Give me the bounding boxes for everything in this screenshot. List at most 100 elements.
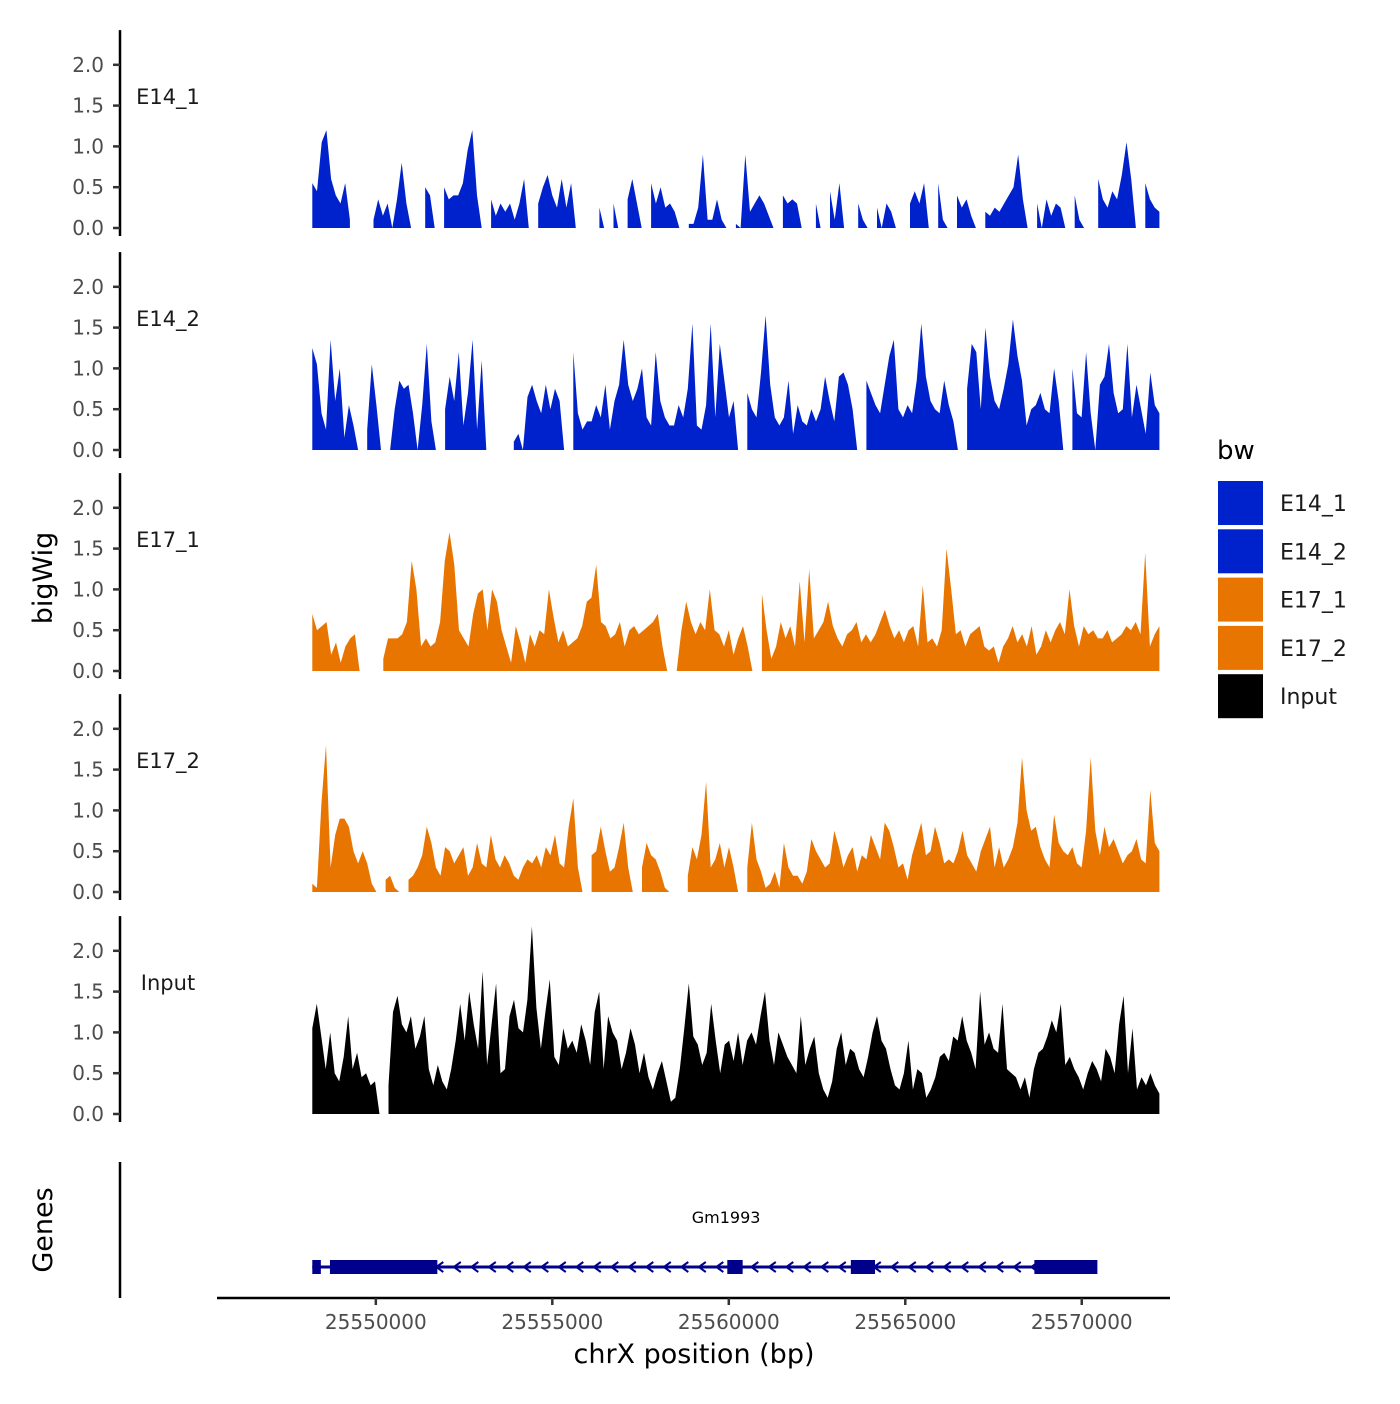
strand-arrow bbox=[924, 1261, 934, 1273]
x-axis-title: chrX position (bp) bbox=[573, 1339, 814, 1370]
strand-arrow bbox=[767, 1261, 777, 1273]
exon bbox=[1035, 1260, 1096, 1274]
signal-area bbox=[957, 195, 976, 228]
signal-area bbox=[388, 926, 1160, 1114]
legend-label: E17_2 bbox=[1280, 637, 1347, 662]
signal-area bbox=[1074, 195, 1085, 228]
y-axis-title: bigWig bbox=[28, 532, 59, 625]
signal-area bbox=[573, 323, 739, 450]
track-label: Input bbox=[141, 971, 195, 995]
x-tick-label: 25570000 bbox=[1031, 1310, 1133, 1334]
signal-area bbox=[1072, 343, 1160, 450]
signal-area bbox=[627, 179, 642, 228]
y-tick-label: 1.0 bbox=[72, 1020, 104, 1044]
y-tick-label: 0.0 bbox=[72, 216, 104, 240]
track-label: E17_1 bbox=[136, 528, 200, 553]
signal-area bbox=[513, 384, 565, 450]
y-tick-label: 1.5 bbox=[72, 316, 104, 340]
signal-area bbox=[642, 843, 670, 892]
track-label: E14_1 bbox=[136, 85, 200, 110]
signal-area bbox=[747, 757, 1160, 892]
legend-key-Input bbox=[1218, 674, 1263, 719]
signal-area bbox=[445, 339, 487, 450]
y-tick-label: 0.5 bbox=[72, 839, 104, 863]
strand-arrow bbox=[557, 1261, 567, 1273]
signal-area bbox=[761, 548, 1160, 671]
y-tick-label: 0.0 bbox=[72, 880, 104, 904]
legend-key-E14_2 bbox=[1218, 529, 1263, 574]
signal-area bbox=[385, 875, 400, 892]
legend: bw E14_1 E14_2 E17_1 E17_2 Input bbox=[1217, 436, 1347, 719]
strand-arrow bbox=[539, 1261, 549, 1273]
exon bbox=[850, 1260, 854, 1274]
signal-area bbox=[383, 532, 668, 671]
signal-area bbox=[390, 343, 436, 450]
strand-arrow bbox=[679, 1261, 689, 1273]
y-tick-label: 1.5 bbox=[72, 980, 104, 1004]
legend-label: E14_2 bbox=[1280, 540, 1347, 565]
y-tick-label: 0.5 bbox=[72, 175, 104, 199]
exon bbox=[728, 1260, 742, 1274]
track-Input: 0.0 0.5 1.0 1.5 2.0 Input bbox=[72, 916, 1160, 1126]
legend-label: E14_1 bbox=[1280, 492, 1347, 517]
signal-area bbox=[1098, 142, 1136, 228]
strand-arrow bbox=[452, 1261, 462, 1273]
signal-area bbox=[1145, 183, 1160, 228]
x-tick-label: 25565000 bbox=[854, 1310, 956, 1334]
exon bbox=[739, 1260, 743, 1274]
signal-area bbox=[815, 203, 821, 228]
strand-arrow bbox=[714, 1261, 724, 1273]
signal-area bbox=[747, 315, 858, 450]
signal-area bbox=[967, 319, 1064, 450]
strand-arrow bbox=[522, 1261, 532, 1273]
y-tick-label: 0.0 bbox=[72, 438, 104, 462]
gene-name-label: Gm1993 bbox=[692, 1208, 761, 1227]
strand-arrow bbox=[959, 1261, 969, 1273]
signal-area bbox=[312, 1003, 380, 1114]
strand-arrow bbox=[574, 1261, 584, 1273]
gene-models: Gm1993 bbox=[312, 1208, 1098, 1274]
track-E17_2: 0.0 0.5 1.0 1.5 2.0 E17_2 bbox=[72, 694, 1160, 904]
strand-arrow bbox=[504, 1261, 514, 1273]
y-tick-label: 2.0 bbox=[72, 496, 104, 520]
y-tick-label: 1.5 bbox=[72, 537, 104, 561]
bigwig-tracks: 0.0 0.5 1.0 1.5 2.0 E14_1 0.0 0.5 1.0 1.5 2.0 E14_2… bbox=[72, 30, 1160, 1126]
x-ticks: 25550000 25555000 25560000 25565000 25570000 bbox=[325, 1298, 1133, 1334]
y-tick-label: 0.0 bbox=[72, 659, 104, 683]
strand-arrow bbox=[627, 1261, 637, 1273]
strand-arrow bbox=[487, 1261, 497, 1273]
signal-area bbox=[408, 798, 583, 892]
signal-area bbox=[877, 203, 896, 228]
y-tick-label: 0.0 bbox=[72, 1102, 104, 1126]
signal-area bbox=[425, 187, 435, 228]
strand-arrow bbox=[994, 1261, 1004, 1273]
y-tick-label: 1.5 bbox=[72, 94, 104, 118]
exon bbox=[329, 1260, 436, 1274]
legend-label: Input bbox=[1280, 685, 1337, 710]
track-E14_2: 0.0 0.5 1.0 1.5 2.0 E14_2 bbox=[72, 252, 1160, 462]
gene-Gm1993: Gm1993 bbox=[312, 1208, 1098, 1274]
signal-area bbox=[367, 364, 381, 450]
x-tick-label: 25550000 bbox=[325, 1310, 427, 1334]
y-tick-label: 2.0 bbox=[72, 53, 104, 77]
signal-area bbox=[312, 130, 350, 228]
y-tick-label: 2.0 bbox=[72, 717, 104, 741]
exon bbox=[852, 1260, 874, 1274]
strand-arrow bbox=[469, 1261, 479, 1273]
strand-arrow bbox=[837, 1261, 847, 1273]
strand-arrow bbox=[697, 1261, 707, 1273]
signal-area bbox=[312, 613, 360, 671]
strand-arrow bbox=[784, 1261, 794, 1273]
signal-area bbox=[1037, 199, 1066, 228]
legend-key-E17_2 bbox=[1218, 625, 1263, 670]
strand-arrow bbox=[977, 1261, 987, 1273]
strand-arrow bbox=[609, 1261, 619, 1273]
legend-key-E17_1 bbox=[1218, 577, 1263, 622]
signal-area bbox=[910, 183, 929, 228]
strand-arrow bbox=[819, 1261, 829, 1273]
signal-area bbox=[688, 154, 727, 228]
y-tick-label: 2.0 bbox=[72, 275, 104, 299]
genes-panel-label: Genes bbox=[28, 1187, 59, 1272]
y-tick-label: 1.0 bbox=[72, 356, 104, 380]
